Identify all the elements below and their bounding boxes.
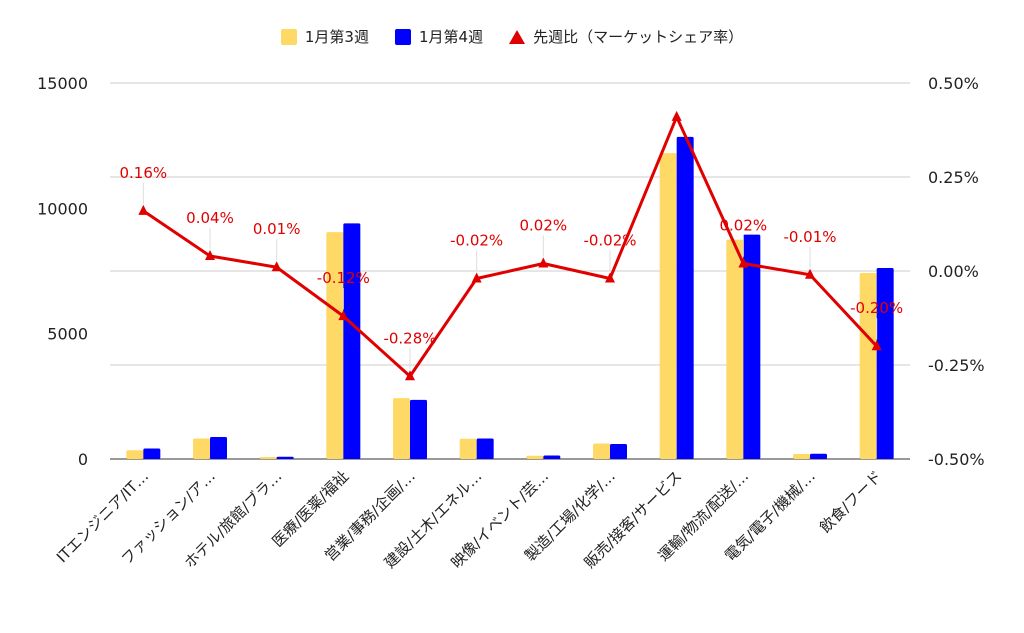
share-ratio-data-label: 0.02% [520,216,568,234]
bar-week3 [326,232,344,459]
legend-label-week4: 1月第4週 [418,28,484,46]
legend-item-week3[interactable]: 1月第3週 [280,26,369,47]
share-ratio-point [338,310,349,321]
bar-week3 [393,398,410,459]
share-ratio-data-label: 0.01% [253,220,301,238]
y-right-tick-label: 0.25% [928,168,979,187]
bar-week4 [543,455,561,459]
share-ratio-point [671,110,682,121]
bar-week3 [459,438,477,459]
share-ratio-point [871,340,882,351]
legend-label-share-ratio: 先週比（マーケットシェア率） [533,28,744,46]
bar-week4 [276,456,294,459]
y-left-tick-label: 5000 [47,325,88,344]
triangle-icon [509,29,526,44]
bar-week4 [210,436,227,459]
y-left-tick-label: 15000 [37,74,88,93]
bar-week3 [526,455,544,459]
share-ratio-data-label: -0.02% [450,232,503,250]
legend-label-week3: 1月第3週 [304,28,369,46]
legend-swatch-week3 [280,28,297,45]
share-ratio-data-label: -0.12% [317,269,370,287]
bar-week3 [659,153,677,460]
bar-week3 [793,453,810,459]
share-ratio-point [405,370,415,381]
share-ratio-point [471,272,482,283]
bar-week4 [410,399,427,459]
x-tick-label: 飲食/フード [816,467,885,536]
bar-week4 [876,267,894,459]
share-ratio-line [142,115,878,378]
legend: 1月第3週 1月第4週 先週比（マーケットシェア率） [0,26,1024,47]
share-ratio-data-label: -0.02% [583,232,636,250]
y-right-tick-label: -0.25% [928,356,985,375]
legend-item-week4[interactable]: 1月第4週 [394,26,484,47]
bar-week4 [610,443,627,459]
share-ratio-point [805,268,815,279]
y-left-tick-label: 0 [78,450,88,469]
y-right-tick-label: 0.50% [928,74,979,93]
y-left-tick-label: 10000 [37,199,88,218]
bar-week4 [476,438,494,459]
share-ratio-data-label: 0.16% [120,164,168,182]
share-ratio-data-label: -0.20% [850,299,903,317]
bar-week4 [810,453,827,459]
legend-swatch-week4 [394,28,411,45]
share-ratio-point [538,257,549,268]
share-ratio-data-label: -0.28% [383,329,436,347]
share-ratio-point [271,261,282,272]
y-right-tick-label: -0.50% [928,450,985,469]
share-ratio-point [138,204,149,215]
bar-week3 [593,443,610,459]
bar-week4 [743,234,761,459]
share-ratio-point [738,257,749,268]
bar-week3 [126,450,144,459]
share-ratio-point [605,272,615,283]
bar-week3 [259,456,277,459]
bar-week4 [143,448,161,459]
share-ratio-data-label: 0.02% [720,216,768,234]
legend-item-share-ratio[interactable]: 先週比（マーケットシェア率） [509,26,743,47]
share-ratio-point [205,249,215,260]
bar-week4 [676,136,694,460]
bar-week3 [859,273,877,459]
bar-week4 [343,223,361,459]
bar-week3 [726,239,744,459]
share-ratio-data-label: 0.04% [186,209,234,227]
share-ratio-data-label: -0.01% [783,228,836,246]
y-right-tick-label: 0.00% [928,262,979,281]
bar-week3 [193,438,210,459]
